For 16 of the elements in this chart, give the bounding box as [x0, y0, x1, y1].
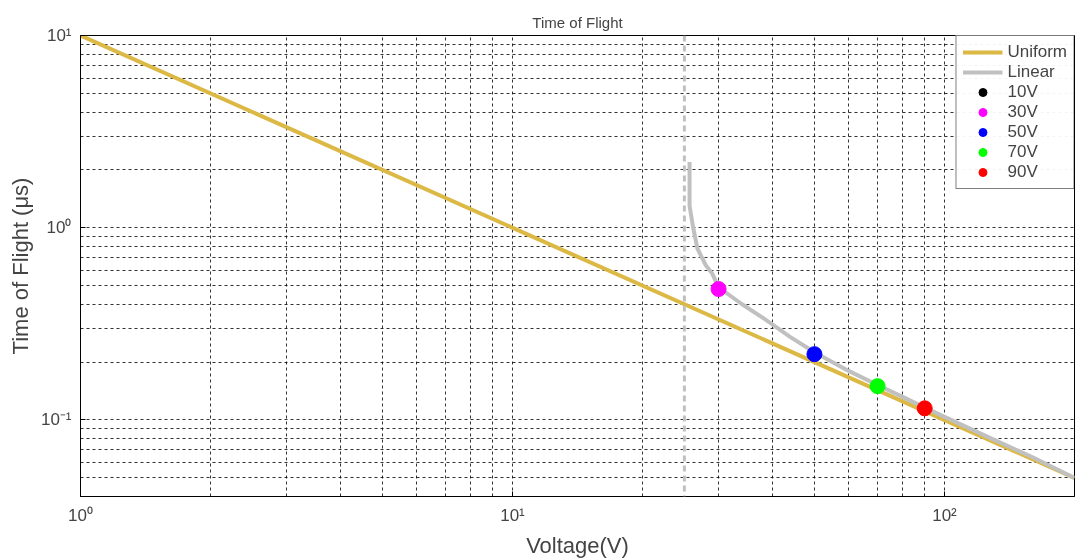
y-axis-title: Time of Flight (μs) — [7, 177, 33, 355]
legend-label: 70V — [1007, 142, 1038, 162]
legend-label: 10V — [1007, 82, 1038, 102]
x-axis-title: Voltage(V) — [526, 532, 629, 558]
legend-label: 50V — [1007, 122, 1038, 142]
legend-label: Linear — [1007, 62, 1055, 82]
y-tick-label: 10⁻¹ — [40, 410, 72, 430]
legend-label: 30V — [1007, 102, 1038, 122]
legend-label: 90V — [1007, 162, 1038, 182]
legend-label: Uniform — [1007, 42, 1067, 62]
y-tick-label: 10⁰ — [46, 218, 72, 238]
x-tick-label: 10² — [932, 505, 958, 525]
x-tick-label: 10⁰ — [68, 505, 93, 525]
x-tick-label: 10¹ — [500, 505, 526, 525]
y-tick-label: 10¹ — [46, 26, 72, 45]
chart-title: Time of Flight — [532, 13, 624, 31]
